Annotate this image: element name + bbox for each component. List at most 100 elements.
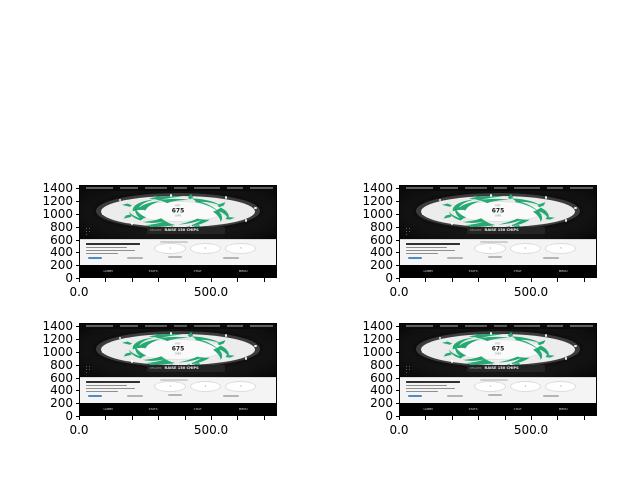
- footer-item[interactable]: LOBBY: [423, 406, 434, 411]
- panel-slider-track[interactable]: [160, 379, 188, 381]
- panel-oval-button[interactable]: 3: [545, 380, 577, 392]
- panel-slider-track[interactable]: [480, 241, 508, 243]
- x-tick-mark: [478, 416, 480, 420]
- app-topbar: [80, 186, 276, 191]
- footer-item[interactable]: LOBBY: [423, 268, 434, 273]
- panel-text-block: [405, 243, 465, 255]
- x-tick-mark: [237, 278, 239, 282]
- footer-item[interactable]: MENU: [558, 406, 568, 411]
- footer-item[interactable]: CHAT: [513, 406, 522, 411]
- panel-oval-button[interactable]: 3: [225, 242, 257, 254]
- chip-indicator-grey: [127, 256, 143, 259]
- panel-oval-button[interactable]: 1: [154, 242, 186, 254]
- seat-marker: [189, 225, 192, 228]
- y-tick-label: 1000: [42, 344, 73, 359]
- seat-marker: [119, 199, 122, 202]
- panel-oval-button[interactable]: 1: [154, 380, 186, 392]
- topbar-text-segment: [227, 187, 243, 189]
- panel-oval-button[interactable]: 3: [545, 242, 577, 254]
- seat-marker: [564, 357, 567, 360]
- panel-oval-button[interactable]: 3: [225, 380, 257, 392]
- panel-oval-button-label: 2: [204, 384, 207, 389]
- panel-oval-button[interactable]: 1: [474, 242, 506, 254]
- seat-marker: [450, 360, 454, 363]
- seat-marker: [244, 219, 247, 222]
- panel-oval-button[interactable]: 2: [189, 380, 222, 392]
- y-tick-label: 600: [370, 370, 393, 385]
- x-tick-mark: [451, 416, 453, 420]
- y-tick-mark: [395, 390, 399, 392]
- app-topbar: [400, 324, 596, 329]
- footer-item[interactable]: STATS: [468, 406, 478, 411]
- panel-oval-button[interactable]: 2: [189, 242, 222, 254]
- footer-item[interactable]: CHAT: [513, 268, 522, 273]
- footer-item[interactable]: MENU: [238, 406, 248, 411]
- x-tick-mark: [79, 416, 80, 420]
- panel-text-block: [85, 243, 145, 255]
- x-tick-mark: [237, 416, 239, 420]
- y-tick-label: 600: [370, 232, 393, 247]
- y-tick-label: 800: [370, 357, 393, 372]
- footer-item[interactable]: CHAT: [193, 268, 202, 273]
- panel-oval-button[interactable]: 2: [509, 380, 542, 392]
- seat-marker: [130, 360, 134, 363]
- footer-item[interactable]: STATS: [468, 268, 478, 273]
- chip-indicator-grey-3: [223, 395, 239, 398]
- y-tick-label: 1000: [42, 206, 73, 221]
- panel-oval-button-label: 1: [489, 384, 492, 389]
- panel-text-line: [405, 249, 456, 252]
- y-tick-label: 0: [65, 409, 73, 423]
- y-tick-label: 1200: [42, 194, 73, 209]
- footer-item[interactable]: CHAT: [193, 406, 202, 411]
- banner-strong-label: RAISE 150 CHIPS: [164, 228, 199, 233]
- x-tick-mark: [105, 278, 107, 282]
- y-tick-label: 800: [370, 219, 393, 234]
- chip-indicator-grey-2: [488, 256, 502, 259]
- panel-text-block: [405, 381, 465, 393]
- footer-item[interactable]: MENU: [558, 268, 568, 273]
- y-tick-label: 1000: [362, 344, 393, 359]
- y-tick-label: 0: [65, 271, 73, 285]
- pot-title-label: POT: [495, 204, 501, 208]
- panel-text-line: [405, 387, 456, 390]
- y-tick-mark: [395, 416, 399, 417]
- y-tick-mark: [75, 364, 79, 366]
- y-tick-label: 1400: [42, 319, 73, 334]
- panel-oval-button-label: 3: [239, 246, 242, 251]
- panel-oval-button[interactable]: 2: [509, 242, 542, 254]
- footer-item[interactable]: MENU: [238, 268, 248, 273]
- y-tick-mark: [395, 351, 399, 353]
- footer-item[interactable]: STATS: [148, 268, 158, 273]
- y-tick-mark: [75, 416, 79, 417]
- x-tick-mark: [184, 416, 186, 420]
- action-banner: DEALER RAISE 150 CHIPS: [146, 226, 226, 234]
- seat-marker: [254, 206, 257, 210]
- pot-amount-value: 675: [491, 345, 505, 353]
- panel-slider-track[interactable]: [160, 241, 188, 243]
- panel-slider-track[interactable]: [480, 379, 508, 381]
- x-tick-mark: [504, 278, 506, 282]
- x-tick-mark: [425, 416, 427, 420]
- panel-oval-button-label: 1: [169, 384, 172, 389]
- y-tick-mark: [75, 226, 79, 228]
- footer-item[interactable]: LOBBY: [103, 406, 114, 411]
- footer-item[interactable]: STATS: [148, 406, 158, 411]
- seat-marker: [509, 225, 512, 228]
- y-tick-label: 1200: [362, 194, 393, 209]
- bottom-panel: 1 2 3: [80, 238, 276, 267]
- topbar-text-segment: [514, 325, 540, 327]
- x-tick-mark: [504, 416, 506, 420]
- y-tick-label: 600: [50, 232, 73, 247]
- footer-item[interactable]: LOBBY: [103, 268, 114, 273]
- x-tick-mark: [583, 278, 585, 282]
- panel-oval-button[interactable]: 1: [474, 380, 506, 392]
- x-tick-mark: [211, 416, 212, 420]
- seat-marker: [439, 337, 442, 340]
- y-tick-mark: [75, 339, 79, 341]
